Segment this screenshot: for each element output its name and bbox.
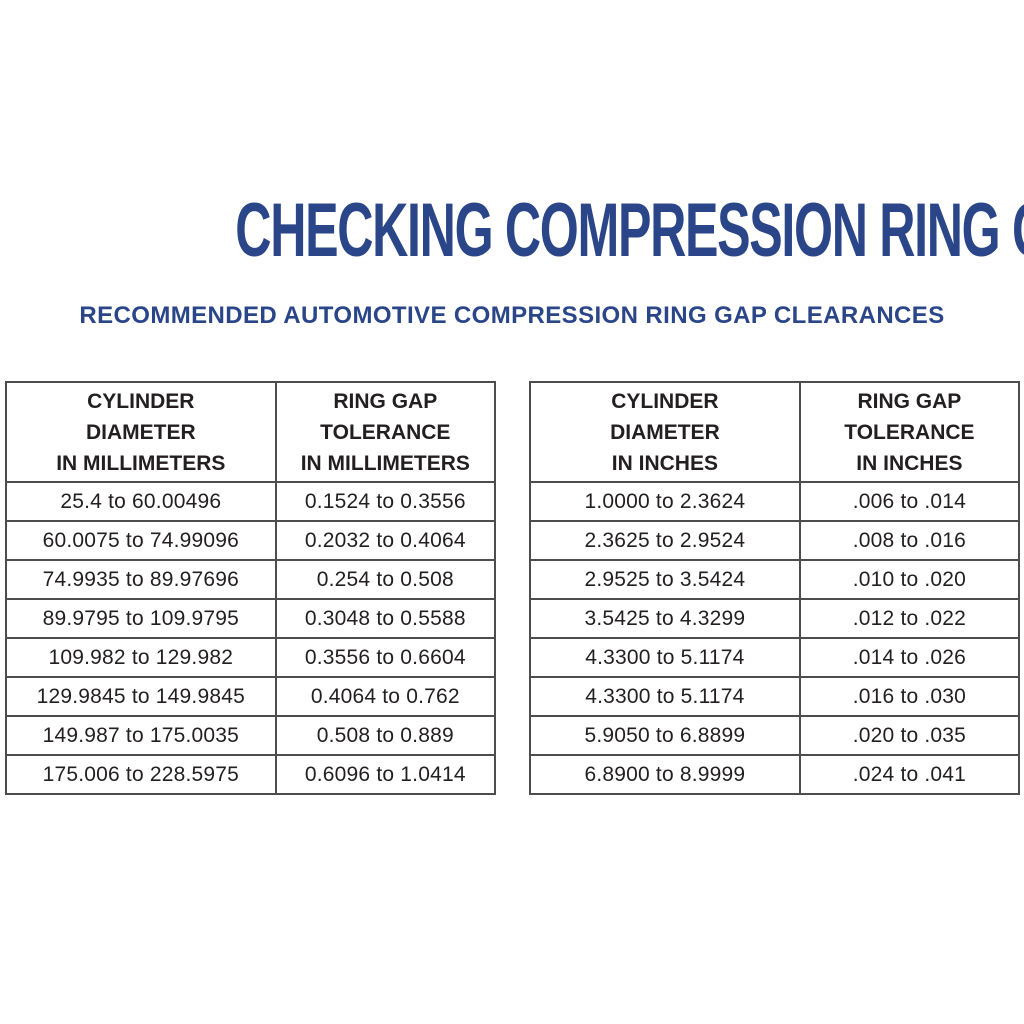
cell-tolerance-in: .014 to .026 <box>798 637 1021 678</box>
cell-diameter-mm: 109.982 to 129.982 <box>5 637 277 678</box>
table-row: 4.3300 to 5.1174 .014 to .026 <box>529 637 1021 678</box>
cell-tolerance-mm: 0.3048 to 0.5588 <box>274 598 497 639</box>
cell-diameter-in: 5.9050 to 6.8899 <box>529 715 801 756</box>
cell-diameter-in: 2.3625 to 2.9524 <box>529 520 801 561</box>
cell-tolerance-mm: 0.4064 to 0.762 <box>274 676 497 717</box>
cell-tolerance-mm: 0.508 to 0.889 <box>274 715 497 756</box>
header-row: CYLINDER DIAMETER IN MILLIMETERS RING GA… <box>5 381 497 483</box>
table-row: 129.9845 to 149.9845 0.4064 to 0.762 <box>5 676 497 717</box>
table-millimeters: CYLINDER DIAMETER IN MILLIMETERS RING GA… <box>5 381 497 795</box>
cell-diameter-mm: 175.006 to 228.5975 <box>5 754 277 795</box>
cell-diameter-mm: 89.9795 to 109.9795 <box>5 598 277 639</box>
cell-diameter-mm: 25.4 to 60.00496 <box>5 481 277 522</box>
col-header-cylinder-diameter-mm: CYLINDER DIAMETER IN MILLIMETERS <box>5 381 277 483</box>
cell-tolerance-in: .016 to .030 <box>798 676 1021 717</box>
table-row: 74.9935 to 89.97696 0.254 to 0.508 <box>5 559 497 600</box>
cell-tolerance-in: .020 to .035 <box>798 715 1021 756</box>
page-title: CHECKING COMPRESSION RING GAPS <box>0 193 1024 269</box>
cell-tolerance-in: .024 to .041 <box>798 754 1021 795</box>
table-row: 6.8900 to 8.9999 .024 to .041 <box>529 754 1021 795</box>
header-row: CYLINDER DIAMETER IN INCHES RING GAP TOL… <box>529 381 1021 483</box>
col-header-ring-gap-tolerance-in: RING GAP TOLERANCE IN INCHES <box>798 381 1021 483</box>
table-row: 149.987 to 175.0035 0.508 to 0.889 <box>5 715 497 756</box>
cell-tolerance-mm: 0.1524 to 0.3556 <box>274 481 497 522</box>
cell-tolerance-in: .006 to .014 <box>798 481 1021 522</box>
cell-diameter-mm: 149.987 to 175.0035 <box>5 715 277 756</box>
table-row: 175.006 to 228.5975 0.6096 to 1.0414 <box>5 754 497 795</box>
page-title-text: CHECKING COMPRESSION RING GAPS <box>235 188 1024 273</box>
cell-tolerance-mm: 0.2032 to 0.4064 <box>274 520 497 561</box>
table-row: 109.982 to 129.982 0.3556 to 0.6604 <box>5 637 497 678</box>
cell-diameter-in: 4.3300 to 5.1174 <box>529 676 801 717</box>
col-header-cylinder-diameter-in: CYLINDER DIAMETER IN INCHES <box>529 381 801 483</box>
table-row: 4.3300 to 5.1174 .016 to .030 <box>529 676 1021 717</box>
table-inches-body: 1.0000 to 2.3624 .006 to .014 2.3625 to … <box>529 481 1021 795</box>
cell-diameter-in: 3.5425 to 4.3299 <box>529 598 801 639</box>
cell-diameter-mm: 74.9935 to 89.97696 <box>5 559 277 600</box>
table-inches: CYLINDER DIAMETER IN INCHES RING GAP TOL… <box>529 381 1021 795</box>
table-row: 60.0075 to 74.99096 0.2032 to 0.4064 <box>5 520 497 561</box>
table-row: 5.9050 to 6.8899 .020 to .035 <box>529 715 1021 756</box>
cell-diameter-mm: 60.0075 to 74.99096 <box>5 520 277 561</box>
tables-container: CYLINDER DIAMETER IN MILLIMETERS RING GA… <box>5 381 1021 795</box>
table-inches-header: CYLINDER DIAMETER IN INCHES RING GAP TOL… <box>529 381 1021 483</box>
cell-tolerance-in: .008 to .016 <box>798 520 1021 561</box>
table-row: 1.0000 to 2.3624 .006 to .014 <box>529 481 1021 522</box>
cell-tolerance-mm: 0.3556 to 0.6604 <box>274 637 497 678</box>
cell-tolerance-in: .010 to .020 <box>798 559 1021 600</box>
cell-diameter-mm: 129.9845 to 149.9845 <box>5 676 277 717</box>
table-millimeters-body: 25.4 to 60.00496 0.1524 to 0.3556 60.007… <box>5 481 497 795</box>
cell-diameter-in: 2.9525 to 3.5424 <box>529 559 801 600</box>
cell-tolerance-mm: 0.254 to 0.508 <box>274 559 497 600</box>
cell-tolerance-mm: 0.6096 to 1.0414 <box>274 754 497 795</box>
table-row: 3.5425 to 4.3299 .012 to .022 <box>529 598 1021 639</box>
cell-diameter-in: 6.8900 to 8.9999 <box>529 754 801 795</box>
cell-diameter-in: 4.3300 to 5.1174 <box>529 637 801 678</box>
table-row: 89.9795 to 109.9795 0.3048 to 0.5588 <box>5 598 497 639</box>
page-subtitle: RECOMMENDED AUTOMOTIVE COMPRESSION RING … <box>79 302 945 329</box>
table-row: 2.9525 to 3.5424 .010 to .020 <box>529 559 1021 600</box>
cell-tolerance-in: .012 to .022 <box>798 598 1021 639</box>
cell-diameter-in: 1.0000 to 2.3624 <box>529 481 801 522</box>
table-row: 25.4 to 60.00496 0.1524 to 0.3556 <box>5 481 497 522</box>
col-header-ring-gap-tolerance-mm: RING GAP TOLERANCE IN MILLIMETERS <box>274 381 497 483</box>
table-millimeters-header: CYLINDER DIAMETER IN MILLIMETERS RING GA… <box>5 381 497 483</box>
table-row: 2.3625 to 2.9524 .008 to .016 <box>529 520 1021 561</box>
